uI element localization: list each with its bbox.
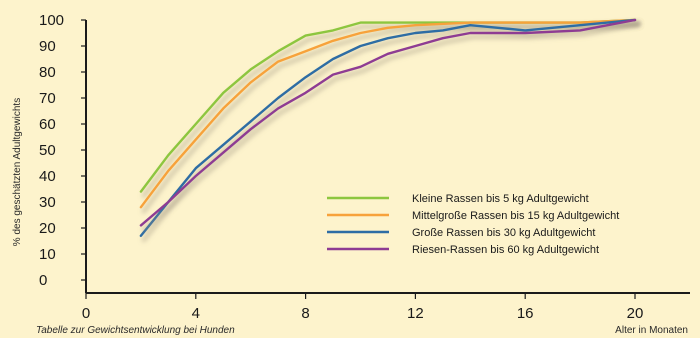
y-tick-label: 70 <box>39 90 56 107</box>
y-tick-label: 20 <box>39 220 56 237</box>
chart-caption: Tabelle zur Gewichtsentwicklung bei Hund… <box>36 325 235 336</box>
y-tick-label: 60 <box>39 116 56 133</box>
series-shadow-1 <box>141 21 641 199</box>
x-tick-label: 16 <box>517 305 534 322</box>
x-tick-label: 20 <box>627 305 644 322</box>
axes-layer: 0 10 20 30 40 50 60 70 80 90 100 0 4 8 12 16 20 <box>39 12 690 322</box>
y-tick-label: 30 <box>39 194 56 211</box>
x-axis-title: Alter in Monaten <box>615 325 688 336</box>
x-tick-label: 12 <box>407 305 424 322</box>
y-axis-title: % des geschätzten Adultgewichts <box>12 98 23 246</box>
series-line-2 <box>139 18 637 209</box>
y-tick-label: 80 <box>39 64 56 81</box>
series-layer <box>139 18 641 243</box>
legend-label-3: Große Rassen bis 30 kg Adultgewicht <box>412 227 595 239</box>
series-shadow-4 <box>141 21 641 232</box>
series-line-3 <box>139 18 637 237</box>
x-tick-label: 8 <box>301 305 309 322</box>
legend-label-2: Mittelgroße Rassen bis 15 kg Adultgewich… <box>412 210 619 222</box>
series-line-4 <box>139 18 637 227</box>
legend-label-1: Kleine Rassen bis 5 kg Adultgewicht <box>412 193 589 205</box>
y-tick-label: 100 <box>39 12 64 29</box>
y-tick-label: 90 <box>39 38 56 55</box>
y-tick-label: 0 <box>39 272 47 289</box>
legend-label-4: Riesen-Rassen bis 60 kg Adultgewicht <box>412 244 599 256</box>
legend: Kleine Rassen bis 5 kg Adultgewicht Mitte… <box>327 193 619 256</box>
y-tick-label: 10 <box>39 246 56 263</box>
x-tick-label: 4 <box>192 305 200 322</box>
series-shadow-2 <box>141 21 641 214</box>
y-tick-label: 40 <box>39 168 56 185</box>
x-tick-label: 0 <box>82 305 90 322</box>
y-tick-label: 50 <box>39 142 56 159</box>
